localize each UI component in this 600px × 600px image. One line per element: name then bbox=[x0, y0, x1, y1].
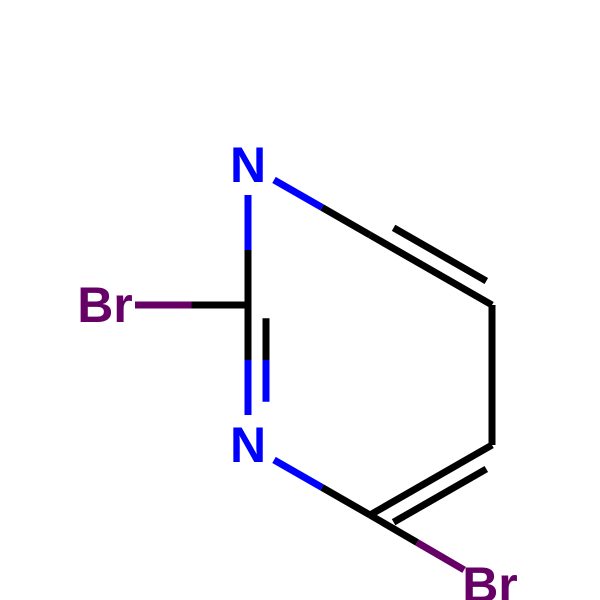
atom-label-br4: Br bbox=[462, 557, 518, 600]
atom-label-br2: Br bbox=[77, 277, 133, 333]
atom-label-n1: N bbox=[230, 137, 266, 193]
atom-label-n3: N bbox=[230, 417, 266, 473]
molecule-diagram: N N Br Br bbox=[0, 0, 600, 600]
